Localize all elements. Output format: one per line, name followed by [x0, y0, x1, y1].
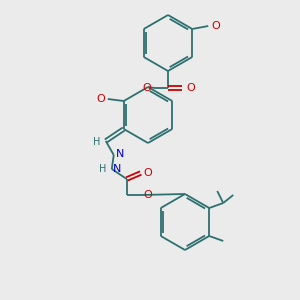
Text: N: N [116, 149, 124, 159]
Text: O: O [186, 83, 195, 93]
Text: O: O [144, 190, 152, 200]
Text: H: H [93, 137, 101, 147]
Text: O: O [142, 83, 151, 93]
Text: O: O [211, 21, 220, 31]
Text: H: H [99, 164, 107, 174]
Text: O: O [144, 168, 152, 178]
Text: O: O [96, 94, 105, 104]
Text: N: N [113, 164, 121, 174]
